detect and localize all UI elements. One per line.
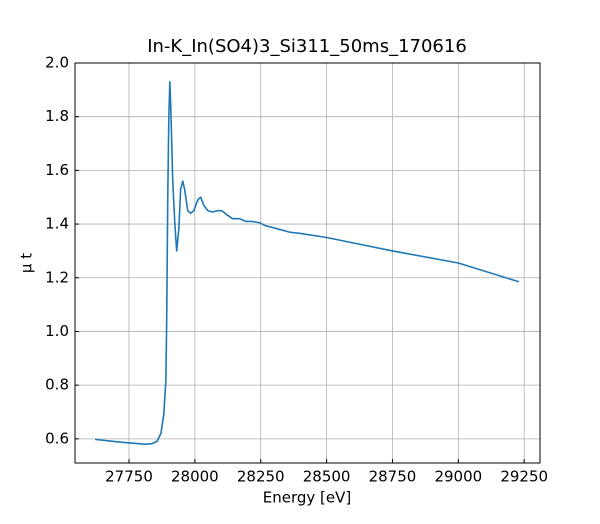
x-tick-label: 27750	[105, 468, 153, 486]
chart-title: In-K_In(SO4)3_Si311_50ms_170616	[147, 36, 467, 57]
data-line	[94, 80, 520, 446]
plot-frame	[74, 62, 541, 464]
y-tick-label: 1.8	[45, 107, 69, 125]
y-tick-label: 1.6	[45, 161, 69, 179]
x-tick-label: 28250	[237, 468, 285, 486]
y-tick-label: 0.6	[45, 429, 69, 447]
y-axis-label: μ t	[18, 253, 36, 273]
y-tick-label: 1.2	[45, 268, 69, 286]
x-tick-label: 29250	[500, 468, 548, 486]
x-tick-label: 28000	[171, 468, 219, 486]
y-tick-label: 0.8	[45, 376, 69, 394]
y-tick-label: 1.4	[45, 215, 69, 233]
x-tick-label: 28750	[369, 468, 417, 486]
x-tick-label: 28500	[303, 468, 351, 486]
y-tick-label: 1.0	[45, 322, 69, 340]
y-tick-label: 2.0	[45, 54, 69, 72]
x-axis-label: Energy [eV]	[263, 489, 351, 507]
x-tick-label: 29000	[434, 468, 482, 486]
